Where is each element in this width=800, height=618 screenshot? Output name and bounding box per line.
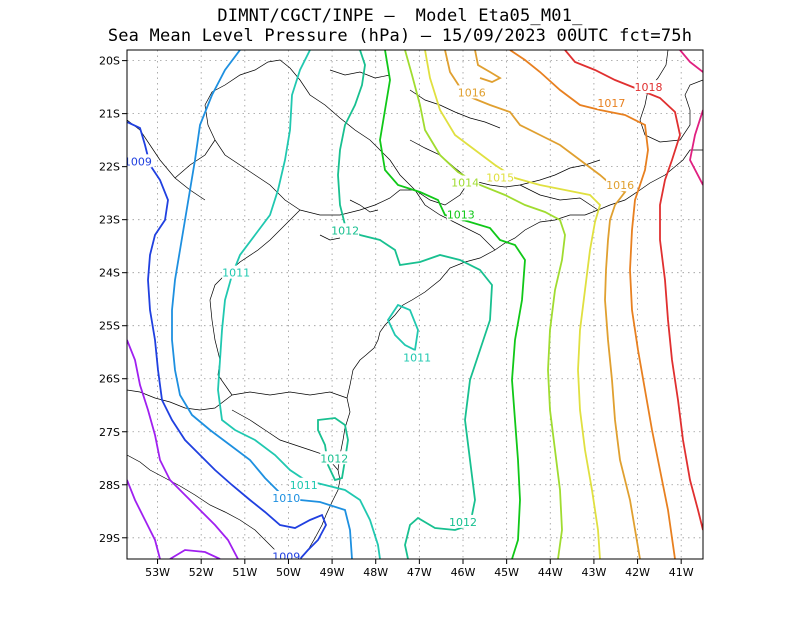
lat-tick-label: 27S (99, 426, 120, 439)
contour-label: 1012 (320, 452, 348, 465)
contour-label: 1011 (403, 352, 431, 365)
lon-tick-label: 50W (276, 566, 301, 579)
lat-tick-label: 25S (99, 320, 120, 333)
contour-label-bg (320, 451, 349, 465)
lat-tick-label: 20S (99, 55, 120, 68)
contour-label: 1013 (447, 208, 475, 221)
isobar-1011b (386, 303, 419, 352)
lon-tick-label: 41W (669, 566, 694, 579)
contour-label-bg (127, 154, 152, 168)
contour-labels: 1009 1011 1012 1013 1014 1015 1016 1016 1017 1018… (124, 80, 663, 563)
isobar-1013 (379, 50, 526, 559)
contour-label-bg (446, 207, 475, 221)
contour-label: 1014 (451, 177, 479, 190)
lon-tick-label: 43W (581, 566, 606, 579)
contour-label-bg (597, 96, 626, 110)
lon-tick-label: 46W (451, 566, 476, 579)
contour-label-bg (272, 549, 301, 559)
contour-label-bg (403, 350, 432, 364)
isobar-1019 (679, 50, 703, 73)
isobar-1009 (127, 121, 327, 559)
lon-tick-label: 42W (625, 566, 650, 579)
contour-label: 1012 (331, 224, 359, 237)
isobar-1016 (444, 50, 641, 559)
contour-label-bg (634, 80, 663, 94)
isobar-1014 (404, 50, 566, 559)
contour-label-bg (331, 223, 360, 237)
contour-label: 1018 (634, 81, 662, 94)
contour-label: 1017 (597, 97, 625, 110)
contour-label-bg (289, 477, 318, 491)
lon-tick-label: 45W (494, 566, 519, 579)
lon-tick-label: 53W (145, 566, 170, 579)
contour-label-bg (222, 265, 251, 279)
contour-label: 1012 (449, 516, 477, 529)
isobar-1016b (474, 50, 502, 83)
isobars (127, 50, 703, 559)
contour-label: 1009 (272, 550, 300, 563)
map-subtitle: Sea Mean Level Pressure (hPa) – 15/09/20… (107, 26, 693, 46)
axis-ticks: 53W 52W 51W 50W 49W 48W 47W 46W 45W 44W 43W 42W 41W 2… (99, 55, 694, 579)
contour-label: 1011 (222, 267, 250, 280)
isobar-1012 (337, 50, 493, 559)
lat-tick-label: 24S (99, 267, 120, 280)
contour-label: 1016 (458, 86, 486, 99)
isobar-1008c (169, 549, 221, 559)
contour-label: 1010 (272, 492, 300, 505)
lon-tick-label: 52W (189, 566, 214, 579)
contour-label-bg (486, 170, 515, 184)
contour-label-bg (449, 514, 477, 528)
isobar-1018 (564, 50, 703, 531)
lon-tick-label: 51W (232, 566, 257, 579)
contour-label: 1011 (290, 479, 318, 492)
coastline (127, 50, 703, 559)
lat-tick-label: 23S (99, 214, 120, 227)
grid (127, 50, 703, 559)
lon-tick-label: 47W (407, 566, 432, 579)
plot-frame (126, 49, 704, 560)
map-title: DIMNT/CGCT/INPE – Model Eta05_M01_ (217, 6, 583, 26)
isobar-1017 (509, 50, 676, 559)
isobar-1008 (127, 339, 239, 559)
lat-tick-label: 22S (99, 161, 120, 174)
contour-label-bg (272, 491, 301, 505)
contour-label: 1015 (486, 171, 514, 184)
contour-label: 1009 (124, 155, 152, 168)
contour-label-bg (451, 175, 480, 189)
isobar-1019b (689, 109, 703, 186)
lon-tick-label: 44W (538, 566, 563, 579)
contour-label-bg (606, 178, 635, 192)
lat-tick-label: 28S (99, 479, 120, 492)
isobar-1015 (424, 50, 602, 559)
contour-label: 1016 (606, 179, 634, 192)
isobar-1011 (217, 50, 381, 559)
lon-tick-label: 48W (363, 566, 388, 579)
contour-label-bg (457, 85, 486, 99)
lat-tick-label: 21S (99, 108, 120, 121)
lat-tick-label: 29S (99, 532, 120, 545)
isobar-1012b (317, 417, 349, 482)
lat-tick-label: 26S (99, 373, 120, 386)
lon-tick-label: 49W (320, 566, 345, 579)
isobar-1010 (171, 50, 353, 559)
isobar-1008b (127, 479, 161, 559)
